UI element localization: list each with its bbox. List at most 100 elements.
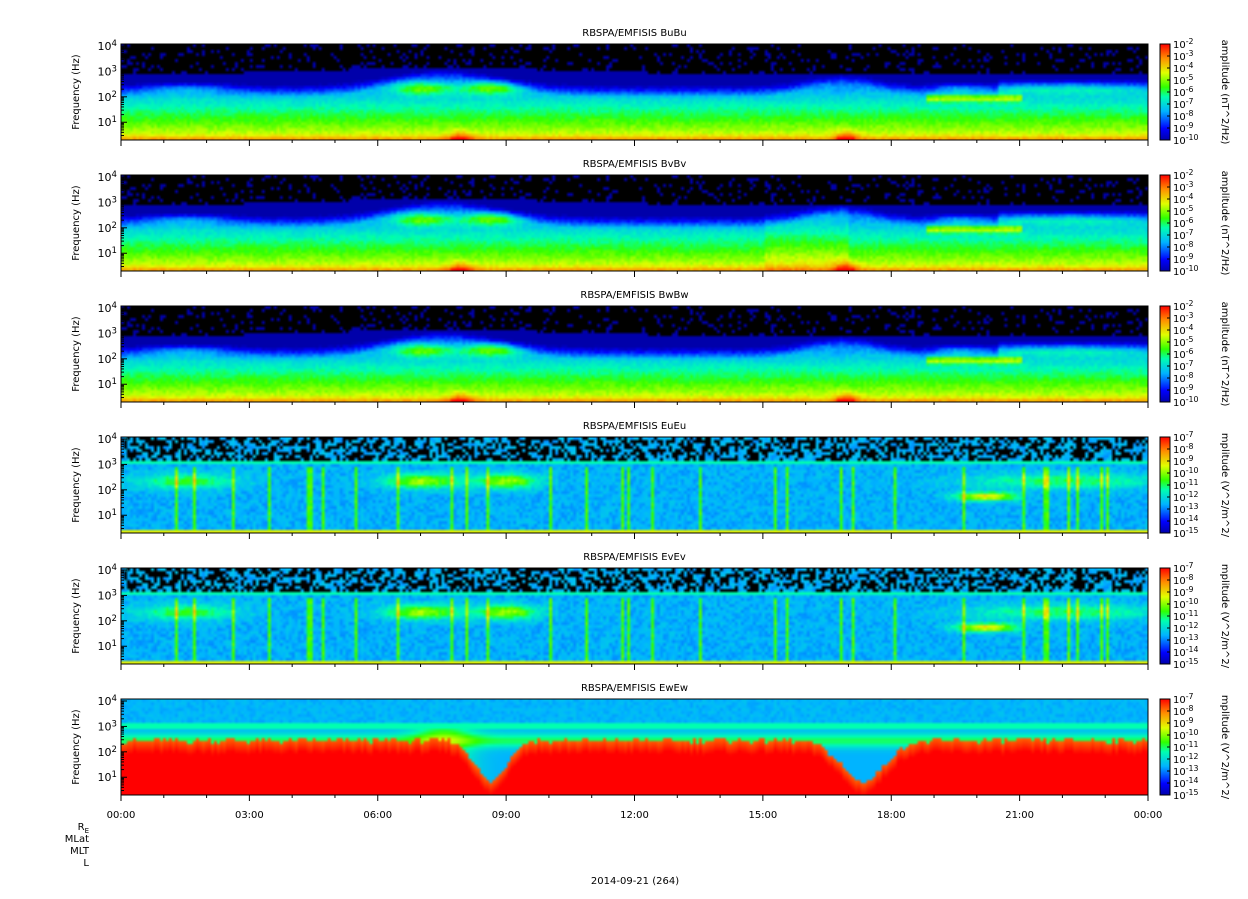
colorbar-tick-label: 10-5 — [1173, 204, 1194, 218]
panel-title: RBSPA/EMFISIS BwBw — [580, 290, 688, 301]
colorbar: 10-210-310-410-510-610-710-810-910-10 amp… — [1159, 168, 1230, 278]
colorbar-tick-label: 10-10 — [1173, 264, 1199, 278]
colorbar-tick-label: 10-8 — [1173, 240, 1194, 254]
spectrogram-heatmap — [121, 699, 1148, 795]
y-tick-label: 104 — [98, 694, 117, 708]
colorbar-tick-label: 10-7 — [1173, 97, 1194, 111]
colorbar-tick-label: 10-6 — [1173, 216, 1194, 230]
colorbar-tick-label: 10-8 — [1173, 371, 1194, 385]
ephemeris-label: MLT — [70, 846, 90, 857]
y-tick-label: 103 — [98, 326, 117, 340]
colorbar-tick-label: 10-7 — [1173, 430, 1194, 444]
ephemeris-label: L — [83, 858, 89, 869]
x-tick-label: 15:00 — [748, 810, 777, 821]
y-tick-label: 104 — [98, 170, 117, 184]
x-tick-label: 18:00 — [877, 810, 906, 821]
colorbar-tick-label: 10-10 — [1173, 728, 1199, 742]
spectrogram-heatmap — [121, 306, 1148, 402]
panel-title: RBSPA/EMFISIS EwEw — [581, 683, 688, 694]
colorbar: 10-710-810-910-1010-1110-1210-1310-1410-… — [1159, 430, 1230, 540]
spectrogram-panel-1: RBSPA/EMFISIS BuBu 104 103 102 101 Frequency … — [71, 28, 1230, 147]
spectrogram-heatmap — [121, 175, 1148, 271]
y-tick-label: 103 — [98, 64, 117, 78]
colorbar-tick-label: 10-3 — [1173, 180, 1194, 194]
ephemeris-label-radius: RE — [78, 822, 89, 835]
colorbar: 10-210-310-410-510-610-710-810-910-10 amp… — [1159, 299, 1230, 409]
x-tick-label: 09:00 — [492, 810, 521, 821]
y-tick-label: 104 — [98, 39, 117, 53]
y-tick-label: 103 — [98, 195, 117, 209]
y-axis-label: Frequency (Hz) — [71, 447, 82, 523]
y-tick-label: 104 — [98, 563, 117, 577]
x-tick-label: 06:00 — [363, 810, 392, 821]
colorbar-tick-label: 10-15 — [1173, 788, 1199, 802]
colorbar-tick-label: 10-5 — [1173, 335, 1194, 349]
colorbar: 10-710-810-910-1010-1110-1210-1310-1410-… — [1159, 561, 1230, 671]
colorbar: 10-710-810-910-1010-1110-1210-1310-1410-… — [1159, 692, 1230, 802]
colorbar-label: mplitude (V^2/m^2/ — [1219, 433, 1230, 538]
y-tick-label: 102 — [98, 483, 117, 497]
colorbar-tick-label: 10-12 — [1173, 490, 1199, 504]
panel-title: RBSPA/EMFISIS BvBv — [583, 159, 687, 170]
x-axis-label: 2014-09-21 (264) — [591, 876, 679, 887]
panel-title: RBSPA/EMFISIS EvEv — [583, 552, 686, 563]
y-tick-label: 103 — [98, 719, 117, 733]
y-tick-label: 101 — [98, 639, 117, 653]
colorbar-tick-label: 10-14 — [1173, 776, 1199, 790]
y-tick-label: 102 — [98, 90, 117, 104]
spectrogram-panel-3: RBSPA/EMFISIS BwBw 104 103 102 101 Frequency … — [71, 290, 1230, 409]
x-tick-label: 12:00 — [620, 810, 649, 821]
colorbar-tick-label: 10-15 — [1173, 657, 1199, 671]
panel-title: RBSPA/EMFISIS BuBu — [582, 28, 686, 39]
colorbar-tick-label: 10-4 — [1173, 323, 1194, 337]
colorbar-tick-label: 10-2 — [1173, 299, 1194, 313]
y-tick-label: 102 — [98, 352, 117, 366]
y-axis-label: Frequency (Hz) — [71, 578, 82, 654]
colorbar-tick-label: 10-5 — [1173, 73, 1194, 87]
colorbar-tick-label: 10-9 — [1173, 383, 1194, 397]
y-axis-label: Frequency (Hz) — [71, 54, 82, 130]
colorbar-tick-label: 10-4 — [1173, 61, 1194, 75]
colorbar-tick-label: 10-9 — [1173, 585, 1194, 599]
y-axis-label: Frequency (Hz) — [71, 709, 82, 785]
spectrogram-heatmap — [121, 44, 1148, 140]
y-tick-label: 101 — [98, 770, 117, 784]
colorbar-tick-label: 10-11 — [1173, 609, 1199, 623]
colorbar-tick-label: 10-8 — [1173, 442, 1194, 456]
spectrogram-panel-4: RBSPA/EMFISIS EuEu 104 103 102 101 Frequency … — [71, 421, 1230, 540]
colorbar-tick-label: 10-11 — [1173, 478, 1199, 492]
colorbar-label: mplitude (V^2/m^2/ — [1219, 695, 1230, 800]
panel-title: RBSPA/EMFISIS EuEu — [583, 421, 686, 432]
colorbar-tick-label: 10-7 — [1173, 228, 1194, 242]
ephemeris-label: MLat — [65, 834, 89, 845]
colorbar-tick-label: 10-9 — [1173, 252, 1194, 266]
colorbar-tick-label: 10-11 — [1173, 740, 1199, 754]
colorbar-tick-label: 10-2 — [1173, 168, 1194, 182]
y-axis-label: Frequency (Hz) — [71, 316, 82, 392]
colorbar-tick-label: 10-14 — [1173, 514, 1199, 528]
colorbar-tick-label: 10-14 — [1173, 645, 1199, 659]
colorbar-tick-label: 10-15 — [1173, 526, 1199, 540]
colorbar: 10-210-310-410-510-610-710-810-910-10 amp… — [1159, 37, 1230, 147]
x-tick-label: 00:00 — [1134, 810, 1163, 821]
y-tick-label: 104 — [98, 432, 117, 446]
colorbar-tick-label: 10-10 — [1173, 133, 1199, 147]
colorbar-tick-label: 10-4 — [1173, 192, 1194, 206]
spectrogram-panel-2: RBSPA/EMFISIS BvBv 104 103 102 101 Frequency … — [71, 159, 1230, 278]
colorbar-tick-label: 10-7 — [1173, 359, 1194, 373]
y-tick-label: 102 — [98, 221, 117, 235]
colorbar-tick-label: 10-3 — [1173, 311, 1194, 325]
colorbar-tick-label: 10-8 — [1173, 704, 1194, 718]
colorbar-tick-label: 10-13 — [1173, 633, 1199, 647]
colorbar-tick-label: 10-8 — [1173, 109, 1194, 123]
y-tick-label: 101 — [98, 508, 117, 522]
y-tick-label: 104 — [98, 301, 117, 315]
colorbar-tick-label: 10-9 — [1173, 121, 1194, 135]
colorbar-tick-label: 10-3 — [1173, 49, 1194, 63]
colorbar-label: mplitude (V^2/m^2/ — [1219, 564, 1230, 669]
x-tick-label: 21:00 — [1005, 810, 1034, 821]
x-tick-label: 00:00 — [107, 810, 136, 821]
y-tick-label: 103 — [98, 457, 117, 471]
colorbar-tick-label: 10-9 — [1173, 716, 1194, 730]
spectrogram-panel-6: RBSPA/EMFISIS EwEw 104 103 102 101 Frequency … — [71, 683, 1230, 802]
